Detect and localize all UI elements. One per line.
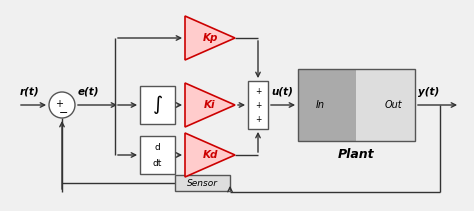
Text: d: d (155, 143, 160, 153)
Bar (140, 136, 175, 174)
Text: In: In (316, 100, 325, 110)
Bar (175, 175, 230, 191)
Text: y(t): y(t) (418, 87, 439, 97)
Text: +: + (55, 99, 63, 109)
Text: Plant: Plant (338, 149, 375, 161)
Text: Kd: Kd (202, 150, 218, 160)
Bar (140, 86, 175, 124)
Text: Kp: Kp (202, 33, 218, 43)
Bar (248, 81, 268, 129)
Polygon shape (185, 16, 235, 60)
Text: −: − (59, 108, 69, 118)
Text: Out: Out (384, 100, 402, 110)
Polygon shape (185, 83, 235, 127)
Text: u(t): u(t) (271, 87, 293, 97)
Text: e(t): e(t) (78, 87, 100, 97)
Text: Sensor: Sensor (187, 179, 218, 188)
Text: dt: dt (153, 160, 162, 169)
Circle shape (49, 92, 75, 118)
Text: +: + (255, 87, 261, 96)
Bar (356, 69, 416, 141)
Text: Ki: Ki (204, 100, 216, 110)
Text: r(t): r(t) (20, 87, 40, 97)
Text: +: + (255, 115, 261, 123)
Bar (298, 69, 415, 141)
Bar (298, 69, 356, 141)
Polygon shape (185, 133, 235, 177)
Text: +: + (255, 100, 261, 110)
Text: ∫: ∫ (153, 96, 163, 115)
